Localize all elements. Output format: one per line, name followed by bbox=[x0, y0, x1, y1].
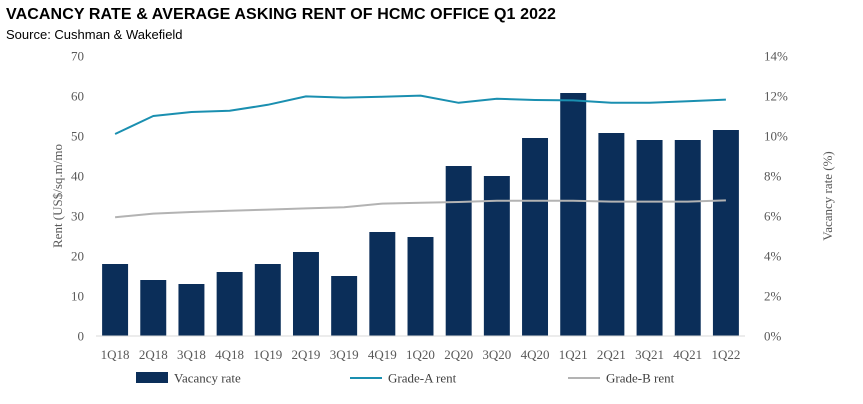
y2-tick-label: 10% bbox=[764, 129, 788, 144]
chart-subtitle: Source: Cushman & Wakefield bbox=[6, 27, 183, 42]
x-tick-label: 3Q18 bbox=[177, 347, 206, 362]
bar-1Q22 bbox=[712, 130, 739, 336]
x-tick-label: 3Q21 bbox=[635, 347, 664, 362]
y-tick-label: 10 bbox=[71, 289, 84, 304]
y-tick-label: 40 bbox=[71, 169, 84, 184]
chart-title: VACANCY RATE & AVERAGE ASKING RENT OF HC… bbox=[6, 6, 557, 23]
y-tick-label: 20 bbox=[71, 249, 84, 264]
bar-3Q18 bbox=[178, 284, 205, 336]
x-tick-label: 1Q18 bbox=[101, 347, 130, 362]
bar-2Q21 bbox=[598, 133, 625, 336]
y-axis-right: 0% 2% 4% 6% 8% 10% 12% 14% bbox=[764, 49, 788, 344]
x-tick-label: 4Q21 bbox=[673, 347, 702, 362]
y-tick-label: 0 bbox=[78, 329, 85, 344]
y2-tick-label: 14% bbox=[764, 49, 788, 64]
x-tick-label: 1Q21 bbox=[559, 347, 588, 362]
y-tick-label: 30 bbox=[71, 209, 84, 224]
bar-4Q18 bbox=[216, 272, 243, 336]
y2-tick-label: 8% bbox=[764, 169, 782, 184]
x-axis: 1Q18 2Q18 3Q18 4Q18 1Q19 2Q19 3Q19 4Q19 1Q20 2Q20… bbox=[101, 347, 741, 362]
bar-2Q19 bbox=[292, 252, 319, 336]
x-tick-label: 1Q20 bbox=[406, 347, 435, 362]
bar-3Q20 bbox=[483, 176, 510, 336]
x-tick-label: 3Q20 bbox=[482, 347, 511, 362]
bar-1Q20 bbox=[407, 237, 434, 336]
x-tick-label: 4Q18 bbox=[215, 347, 244, 362]
x-tick-label: 2Q21 bbox=[597, 347, 626, 362]
bar-1Q21 bbox=[560, 93, 587, 336]
y-axis-left-label: Rent (US$/sq.m/mo bbox=[50, 144, 65, 248]
bar-4Q20 bbox=[522, 138, 549, 336]
y2-tick-label: 0% bbox=[764, 329, 782, 344]
series-line-2 bbox=[114, 199, 726, 219]
bar-4Q21 bbox=[674, 140, 701, 336]
legend-swatch-bar bbox=[136, 372, 168, 383]
bar-3Q19 bbox=[331, 276, 358, 336]
bar-1Q18 bbox=[102, 264, 129, 336]
bar-2Q18 bbox=[140, 280, 167, 336]
x-tick-label: 2Q19 bbox=[292, 347, 321, 362]
x-tick-label: 4Q20 bbox=[521, 347, 550, 362]
legend: Vacancy rate Grade-A rent Grade-B rent bbox=[136, 371, 675, 386]
y-tick-label: 50 bbox=[71, 129, 84, 144]
x-tick-label: 1Q22 bbox=[711, 347, 740, 362]
y-axis-left: 0 10 20 30 40 50 60 70 bbox=[71, 49, 84, 344]
y-tick-label: 60 bbox=[71, 89, 84, 104]
line-group bbox=[114, 94, 726, 219]
x-tick-label: 2Q20 bbox=[444, 347, 473, 362]
x-tick-label: 3Q19 bbox=[330, 347, 359, 362]
bar-2Q20 bbox=[445, 166, 472, 336]
bar-3Q21 bbox=[636, 140, 663, 336]
x-tick-label: 1Q19 bbox=[253, 347, 282, 362]
y2-tick-label: 4% bbox=[764, 249, 782, 264]
y2-tick-label: 12% bbox=[764, 89, 788, 104]
y-axis-right-label: Vacancy rate (%) bbox=[820, 151, 835, 241]
bar-4Q19 bbox=[369, 232, 396, 336]
legend-label: Grade-A rent bbox=[388, 371, 457, 386]
y-tick-label: 70 bbox=[71, 49, 84, 64]
x-tick-label: 2Q18 bbox=[139, 347, 168, 362]
series-line-1 bbox=[114, 94, 726, 135]
x-tick-label: 4Q19 bbox=[368, 347, 397, 362]
y2-tick-label: 2% bbox=[764, 289, 782, 304]
y2-tick-label: 6% bbox=[764, 209, 782, 224]
bar-group bbox=[102, 93, 739, 336]
bar-1Q19 bbox=[254, 264, 281, 336]
legend-label: Grade-B rent bbox=[606, 371, 675, 386]
legend-label: Vacancy rate bbox=[174, 371, 241, 386]
